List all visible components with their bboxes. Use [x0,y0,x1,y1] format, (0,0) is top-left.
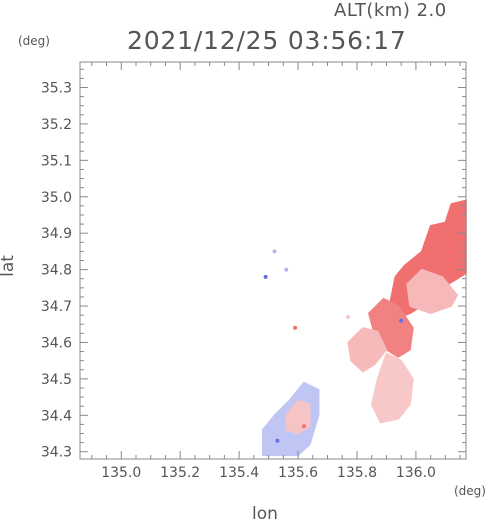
echo-speck [275,438,280,443]
echo-specks [263,249,404,443]
echo-regions [261,199,467,457]
y-tick-label: 34.7 [41,299,72,315]
echo-speck [399,318,404,323]
y-tick-label: 35.3 [41,80,72,96]
region-north-east-band-pale [406,268,458,315]
region-central-band [368,297,414,358]
region-mid-east-patch [347,327,388,373]
y-ticks: 34.3 34.4 34.5 34.6 34.7 34.8 34.9 35.0 35.1 35.2… [41,68,466,461]
y-tick-label: 35.0 [41,190,72,206]
y-tick-label: 34.5 [41,372,72,388]
y-tick-label: 35.2 [41,117,72,133]
y-tick-label: 35.1 [41,153,72,169]
y-tick-label: 34.3 [41,445,72,461]
x-tick-label: 136.0 [396,465,436,481]
echo-speck [301,424,306,429]
y-tick-label: 34.4 [41,408,72,424]
echo-speck [346,314,351,319]
echo-speck [293,325,298,330]
x-axis-label: lon [252,504,278,524]
x-tick-label: 135.8 [337,465,377,481]
x-tick-label: 135.4 [219,465,259,481]
x-tick-label: 135.6 [278,465,318,481]
altitude-label: ALT(km) 2.0 [334,0,447,21]
x-ticks: 135.0 135.2 135.4 135.6 135.8 136.0 [91,62,461,481]
x-tick-label: 135.2 [160,465,200,481]
y-axis-unit: (deg) [18,34,50,48]
echo-speck [263,274,268,279]
x-tick-label: 135.0 [101,465,141,481]
y-tick-label: 34.8 [41,263,72,279]
echo-speck [272,249,277,254]
y-tick-label: 34.9 [41,226,72,242]
region-south-east-patch [370,352,414,424]
x-axis-unit: (deg) [454,484,486,498]
datetime-title: 2021/12/25 03:56:17 [127,26,407,55]
echo-speck [284,267,289,272]
y-tick-label: 34.6 [41,335,72,351]
